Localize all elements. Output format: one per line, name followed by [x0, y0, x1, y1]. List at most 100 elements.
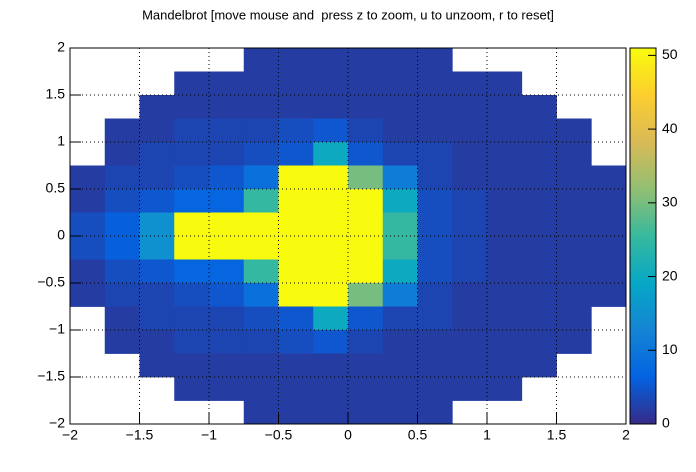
heatmap-cell — [104, 142, 140, 166]
heatmap-cell — [174, 142, 210, 166]
z-tick-label: 20 — [662, 267, 678, 283]
heatmap-cell — [417, 48, 453, 72]
heatmap-cell — [174, 189, 210, 213]
heatmap-cell — [139, 353, 175, 378]
heatmap-cell — [313, 189, 349, 213]
heatmap-cell — [278, 400, 314, 425]
heatmap-cell — [452, 236, 488, 260]
z-tick-label: 0 — [662, 415, 670, 431]
heatmap-cell — [313, 306, 349, 331]
heatmap-cell — [348, 353, 384, 378]
heatmap-cell — [174, 330, 210, 354]
heatmap-cell — [104, 259, 140, 284]
heatmap-cell — [382, 212, 418, 237]
heatmap-cell — [556, 330, 592, 354]
heatmap-cell — [487, 71, 523, 96]
heatmap-cell — [417, 259, 453, 284]
heatmap-cell — [556, 142, 592, 166]
heatmap-cell — [417, 189, 453, 213]
heatmap-cell — [104, 330, 140, 354]
heatmap-cell — [278, 189, 314, 213]
y-tick-label: −0.5 — [37, 274, 65, 290]
heatmap-cell — [382, 283, 418, 307]
heatmap-cell — [348, 306, 384, 331]
color-bar — [629, 47, 657, 425]
heatmap-cell — [452, 165, 488, 190]
heatmap-cell — [417, 212, 453, 237]
heatmap-cell — [209, 165, 245, 190]
heatmap-cell — [452, 330, 488, 354]
heatmap-cell — [348, 283, 384, 307]
heatmap-cell — [209, 236, 245, 260]
heatmap-cell — [348, 48, 384, 72]
heatmap-cell — [417, 95, 453, 119]
heatmap-cell — [487, 353, 523, 378]
heatmap-cell — [417, 118, 453, 143]
heatmap-cell — [209, 212, 245, 237]
heatmap-cell — [70, 236, 106, 260]
heatmap-cell — [521, 118, 557, 143]
heatmap-cell — [278, 377, 314, 401]
heatmap-cell — [452, 189, 488, 213]
heatmap-cell — [556, 189, 592, 213]
heatmap-cell — [487, 95, 523, 119]
heatmap-cell — [278, 142, 314, 166]
heatmap-cell — [243, 236, 279, 260]
heatmap-cell — [382, 400, 418, 425]
heatmap-cell — [278, 165, 314, 190]
heatmap-cell — [209, 353, 245, 378]
heatmap-cell — [521, 259, 557, 284]
heatmap-cell — [209, 189, 245, 213]
z-tick-label: 40 — [662, 120, 678, 136]
heatmap-cell — [139, 95, 175, 119]
heatmap-cell — [382, 259, 418, 284]
heatmap-cell — [243, 400, 279, 425]
heatmap-cell — [70, 165, 106, 190]
heatmap-cell — [487, 118, 523, 143]
heatmap-cell — [70, 212, 106, 237]
heatmap-cell — [521, 165, 557, 190]
heatmap-cell — [139, 283, 175, 307]
x-tick-label: −1.5 — [126, 427, 154, 443]
heatmap-cell — [382, 330, 418, 354]
heatmap-cell — [278, 306, 314, 331]
heatmap-cell — [556, 259, 592, 284]
heatmap-cell — [591, 236, 627, 260]
heatmap-cell — [174, 259, 210, 284]
heatmap-cell — [452, 283, 488, 307]
heatmap-cell — [487, 142, 523, 166]
heatmap-cell — [209, 95, 245, 119]
heatmap-cell — [417, 236, 453, 260]
heatmap-cell — [382, 377, 418, 401]
heatmap-cell — [417, 377, 453, 401]
heatmap-cell — [452, 306, 488, 331]
heatmap-cell — [174, 95, 210, 119]
heatmap-cell — [348, 236, 384, 260]
heatmap-cell — [382, 95, 418, 119]
heatmap-cell — [313, 95, 349, 119]
heatmap-cell — [209, 377, 245, 401]
heatmap-cell — [348, 95, 384, 119]
heatmap-cell — [591, 189, 627, 213]
z-tick-label: 50 — [662, 46, 678, 62]
heatmap-cell — [243, 71, 279, 96]
heatmap-cell — [417, 400, 453, 425]
heatmap-cell — [313, 212, 349, 237]
heatmap-cell — [313, 236, 349, 260]
heatmap-cell — [348, 165, 384, 190]
heatmap-cell — [556, 283, 592, 307]
heatmap-cell — [243, 353, 279, 378]
heatmap-cell — [243, 189, 279, 213]
heatmap-cell — [452, 95, 488, 119]
plot-frame — [69, 47, 627, 425]
heatmap-cell — [243, 95, 279, 119]
heatmap-cell — [209, 71, 245, 96]
heatmap-cell — [556, 236, 592, 260]
heatmap-cell — [104, 306, 140, 331]
y-tick-label: −1 — [49, 321, 65, 337]
y-tick-label: 0.5 — [46, 180, 66, 196]
heatmap-cell — [348, 330, 384, 354]
heatmap-cell — [104, 236, 140, 260]
heatmap-cell — [313, 142, 349, 166]
heatmap-cell — [174, 283, 210, 307]
